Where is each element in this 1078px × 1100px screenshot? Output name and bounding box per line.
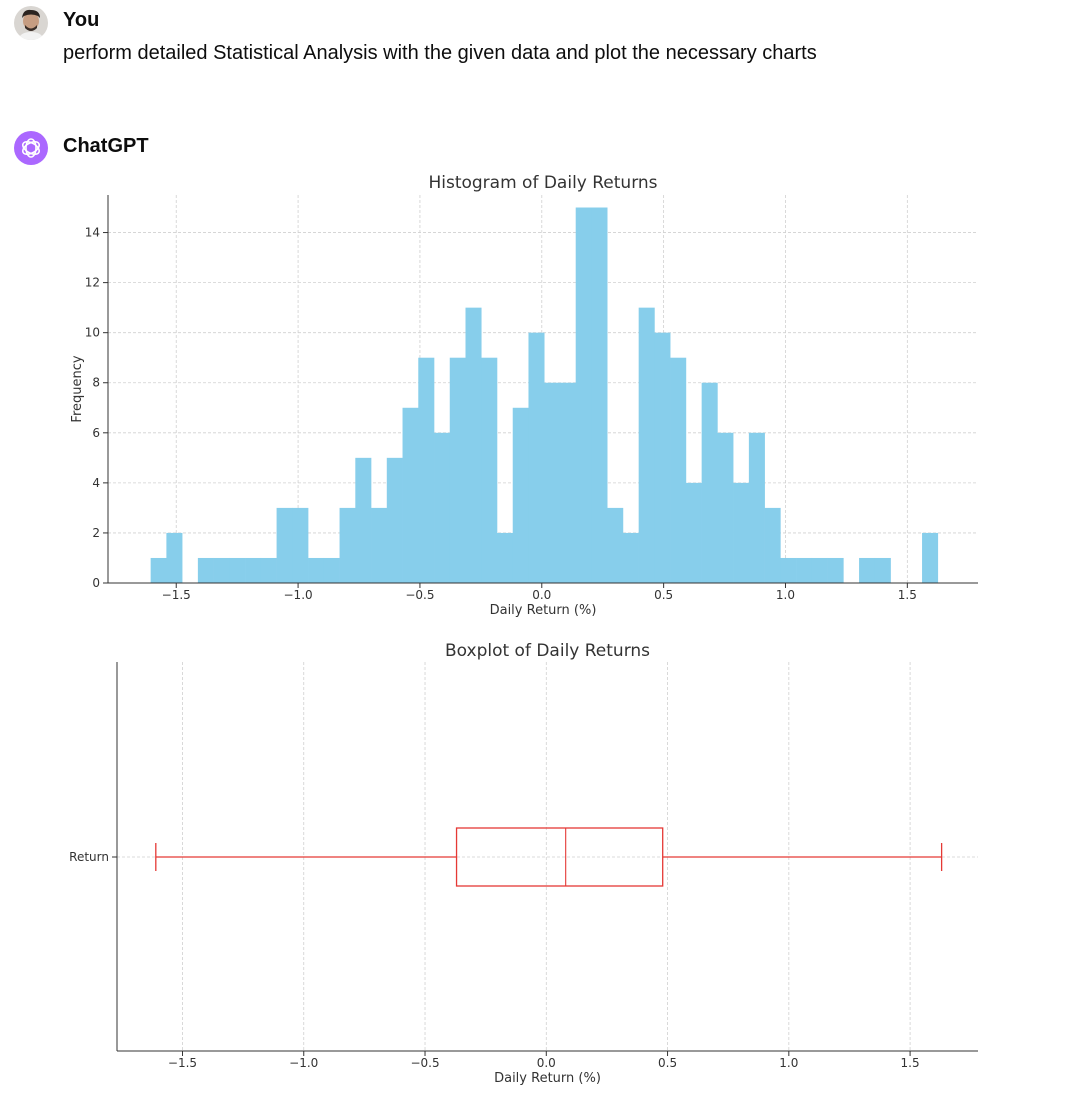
histogram-y-tick-label: 0 [92,576,100,590]
histogram-x-tick-label: 0.5 [654,588,673,602]
histogram-bar [260,557,277,583]
histogram-bar [434,432,451,583]
histogram-x-tick-label: −0.5 [405,588,434,602]
boxplot-x-tick-label: 0.0 [537,1056,556,1070]
histogram-bar [874,557,891,583]
boxplot-x-tick-label: −0.5 [410,1056,439,1070]
histogram-bar [465,307,482,583]
histogram-bar [371,507,388,583]
boxplot-chart: −1.5 −1.0 −0.5 0.0 0.5 1.0 1.5 Boxplot of Dail… [69,641,978,1086]
boxplot-x-tick-label: 1.5 [901,1056,920,1070]
histogram-bar [386,457,403,583]
histogram-title: Histogram of Daily Returns [428,173,657,193]
assistant-name: ChatGPT [63,135,149,157]
boxplot-box [455,827,664,887]
boxplot-title: Boxplot of Daily Returns [445,641,650,661]
histogram-bar [859,557,876,583]
histogram-bar [796,557,813,583]
histogram-chart: −1.5 −1.0 −0.5 0.0 0.5 1.0 1.5 0 2 4 6 8 10 12 14 Hist… [70,173,978,618]
histogram-bar [245,557,262,583]
boxplot-x-tick-label: 0.5 [658,1056,677,1070]
histogram-bar [276,507,293,583]
boxplot-x-tick-label: −1.0 [289,1056,318,1070]
histogram-x-tick-label: 1.5 [898,588,917,602]
histogram-axes: −1.5 −1.0 −0.5 0.0 0.5 1.0 1.5 0 2 4 6 8 10 12 14 [85,195,978,602]
histogram-bar [355,457,372,583]
assistant-avatar [14,131,48,165]
histogram-y-tick-label: 8 [92,376,100,390]
histogram-bar [733,482,750,583]
histogram-bar [150,557,167,583]
histogram-bar [166,532,183,583]
histogram-x-tick-label: −1.0 [284,588,313,602]
histogram-y-tick-label: 12 [85,276,100,290]
histogram-bar [418,357,435,583]
histogram-y-tick-label: 4 [92,476,100,490]
histogram-bar [922,532,939,583]
histogram-bar [701,382,718,583]
histogram-bar [496,532,514,583]
histogram-bar [622,532,639,583]
histogram-x-tick-label: −1.5 [162,588,191,602]
histogram-bar [685,482,702,583]
boxplot-x-tick-label: −1.5 [168,1056,197,1070]
histogram-bar [764,507,781,583]
histogram-bar [638,307,655,583]
histogram-x-axis-label: Daily Return (%) [490,603,597,618]
histogram-bar [323,557,340,583]
histogram-y-tick-label: 6 [92,426,100,440]
histogram-bar [654,332,671,583]
histogram-y-tick-label: 10 [85,326,100,340]
histogram-bar [591,207,608,584]
histogram-bar [717,432,734,583]
boxplot-marks [155,827,943,887]
histogram-bar [559,382,577,583]
histogram-bar [528,332,545,583]
histogram-bar [780,557,797,583]
histogram-y-tick-label: 2 [92,526,100,540]
boxplot-x-tick-label: 1.0 [779,1056,798,1070]
histogram-y-tick-label: 14 [85,226,100,240]
histogram-bar [213,557,230,583]
histogram-bar [229,557,246,583]
boxplot-axes: −1.5 −1.0 −0.5 0.0 0.5 1.0 1.5 [112,662,978,1070]
histogram-bar [575,207,592,584]
boxplot-x-axis-label: Daily Return (%) [494,1071,601,1086]
histogram-bar [670,357,687,583]
boxplot-category-label: Return [69,850,109,864]
histogram-bar [292,507,309,583]
histogram-x-tick-label: 1.0 [776,588,795,602]
histogram-x-tick-label: 0.0 [532,588,551,602]
user-avatar [14,6,48,40]
histogram-bar [544,382,561,583]
openai-logo-icon [22,138,40,158]
histogram-bar [197,557,214,583]
user-avatar-icon [14,6,48,40]
histogram-bar [481,357,498,583]
histogram-bar [449,357,466,583]
histogram-bar [339,507,356,583]
histogram-y-axis-label: Frequency [70,355,85,422]
histogram-bars [150,207,939,584]
histogram-bar [308,557,325,583]
user-name: You [63,9,100,31]
user-prompt-text: perform detailed Statistical Analysis wi… [63,42,817,64]
histogram-bar [512,407,529,583]
histogram-bar [827,557,844,583]
histogram-bar [811,557,828,583]
histogram-bar [402,407,419,583]
histogram-bar [607,507,624,583]
histogram-bar [748,432,765,583]
